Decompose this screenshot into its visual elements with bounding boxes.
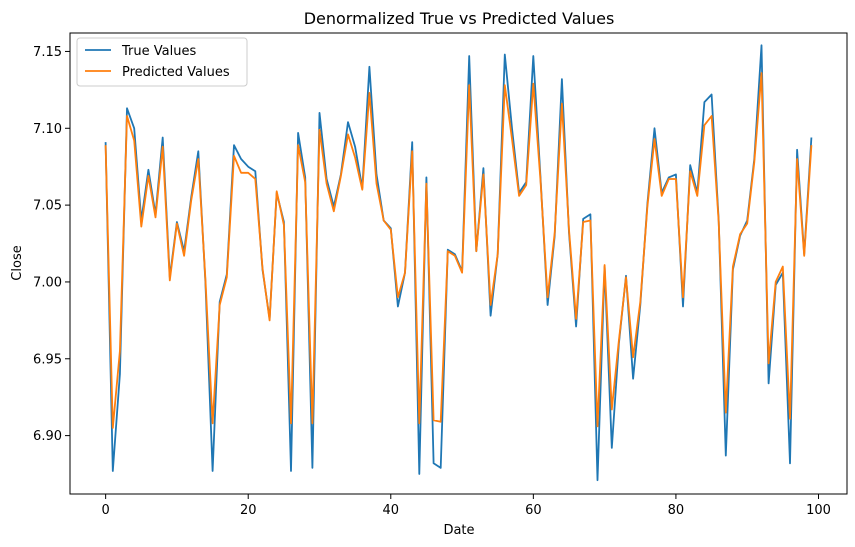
- x-tick-label: 60: [525, 503, 542, 518]
- y-tick-label: 7.10: [33, 122, 62, 137]
- x-tick-label: 40: [383, 503, 400, 518]
- y-tick-label: 6.90: [33, 429, 62, 444]
- x-axis-label: Date: [443, 523, 474, 538]
- y-axis-ticks: 6.90 6.95 7.00 7.05 7.10 7.15: [33, 45, 70, 444]
- plot-lines: [104, 44, 813, 482]
- y-axis-label: Close: [10, 245, 25, 280]
- series-line-predicted-values: [104, 72, 813, 429]
- chart-title: Denormalized True vs Predicted Values: [304, 9, 615, 28]
- legend-box: [76, 37, 248, 87]
- y-tick-label: 7.00: [33, 275, 62, 290]
- legend-label-true-values: True Values: [121, 44, 196, 59]
- x-axis-ticks: 0 20 40 60 80 100: [102, 494, 831, 518]
- plot-frame: [69, 32, 848, 495]
- y-tick-label: 7.15: [33, 45, 62, 60]
- x-tick-label: 100: [806, 503, 831, 518]
- y-tick-label: 7.05: [33, 199, 62, 214]
- x-tick-label: 20: [240, 503, 257, 518]
- x-tick-label: 0: [102, 503, 110, 518]
- y-tick-label: 6.95: [33, 352, 62, 367]
- x-tick-label: 80: [668, 503, 685, 518]
- legend: True Values Predicted Values: [76, 37, 248, 87]
- legend-label-predicted-values: Predicted Values: [122, 65, 230, 80]
